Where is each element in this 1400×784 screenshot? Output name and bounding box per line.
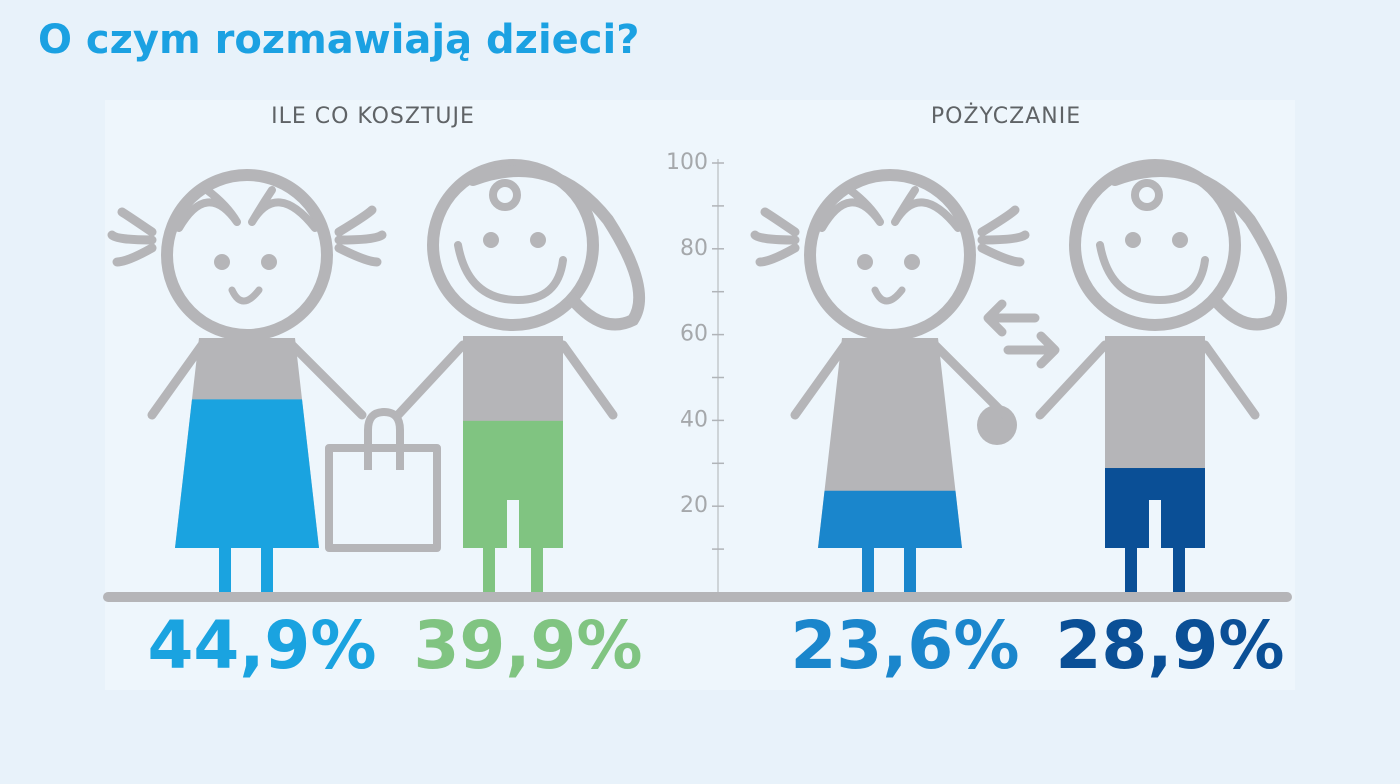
hair	[175, 186, 319, 232]
cap	[467, 165, 646, 331]
value-label: 44,9%	[148, 607, 377, 684]
smile	[454, 241, 567, 305]
arms	[393, 340, 618, 420]
smile	[228, 286, 263, 305]
cap-button	[1131, 179, 1163, 211]
eye	[483, 232, 499, 248]
arms	[790, 340, 1010, 420]
page-title: O czym rozmawiają dzieci?	[38, 17, 639, 63]
head	[161, 169, 333, 341]
eye	[1125, 232, 1141, 248]
y-tick-label: 20	[680, 493, 708, 518]
cap-button	[489, 179, 521, 211]
head	[427, 159, 599, 331]
y-tick-label: 100	[666, 150, 708, 175]
exchange-arrows	[983, 299, 1060, 369]
panel-title: POŻYCZANIE	[931, 103, 1081, 129]
smile	[871, 286, 906, 305]
value-label: 28,9%	[1056, 607, 1285, 684]
y-tick-label: 80	[680, 236, 708, 261]
head	[1069, 159, 1241, 331]
y-tick-label: 60	[680, 322, 708, 347]
eye	[904, 254, 920, 270]
value-label: 39,9%	[414, 607, 643, 684]
eye	[530, 232, 546, 248]
y-tick-label: 40	[680, 407, 708, 432]
eye	[857, 254, 873, 270]
bag-icon	[325, 408, 441, 552]
eye	[1172, 232, 1188, 248]
pigtail	[750, 205, 1030, 267]
arms	[1035, 340, 1260, 420]
pigtail	[107, 205, 387, 267]
eye	[214, 254, 230, 270]
panel-title: ILE CO KOSZTUJE	[271, 104, 475, 129]
head	[804, 169, 976, 341]
eye	[261, 254, 277, 270]
hair	[818, 186, 962, 232]
smile	[1096, 241, 1209, 305]
cap	[1109, 165, 1288, 331]
arms	[147, 340, 367, 420]
value-label: 23,6%	[791, 607, 1020, 684]
